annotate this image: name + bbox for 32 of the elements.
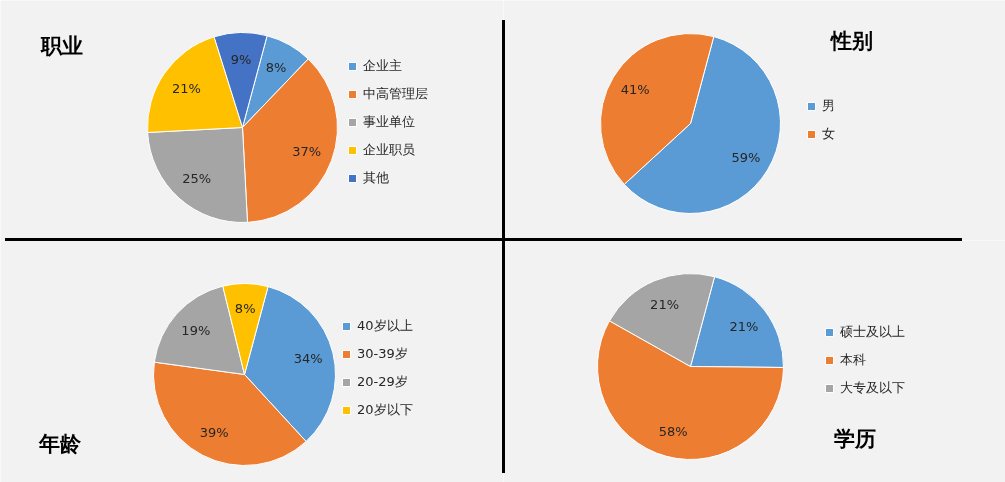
- chart-title: 性别: [828, 28, 873, 53]
- data-label: 9%: [230, 51, 252, 67]
- legend-label: 企业主: [363, 57, 402, 75]
- legend-label: 事业单位: [363, 113, 415, 131]
- data-label: 25%: [182, 170, 212, 186]
- data-label: 39%: [199, 425, 229, 441]
- legend-label: 大专及以下: [840, 379, 905, 397]
- data-label: 8%: [234, 301, 256, 317]
- data-label: 21%: [729, 318, 759, 334]
- legend-label: 20-29岁: [357, 373, 408, 391]
- data-label: 58%: [658, 423, 688, 439]
- data-label: 34%: [293, 351, 323, 367]
- chart-title: 职业: [39, 33, 83, 58]
- data-label: 21%: [171, 80, 201, 96]
- legend-label: 女: [822, 125, 836, 143]
- legend-label: 40岁以上: [357, 317, 413, 335]
- legend-label: 硕士及以上: [840, 323, 905, 341]
- data-label: 37%: [292, 143, 322, 159]
- data-label: 8%: [265, 60, 287, 76]
- legend-label: 本科: [840, 351, 866, 369]
- legend-label: 其他: [363, 169, 389, 187]
- legend-label: 男: [822, 97, 836, 115]
- text: 学历: [833, 426, 876, 451]
- data-label: 41%: [620, 82, 650, 98]
- legend-label: 30-39岁: [357, 345, 408, 363]
- data-label: 19%: [181, 323, 211, 339]
- legend-label: 20岁以下: [357, 401, 413, 419]
- legend-label: 中高管理层: [363, 85, 428, 103]
- data-label: 21%: [650, 297, 680, 313]
- text: 年龄: [37, 431, 82, 456]
- data-label: 59%: [731, 149, 761, 165]
- legend-label: 企业职员: [363, 141, 415, 159]
